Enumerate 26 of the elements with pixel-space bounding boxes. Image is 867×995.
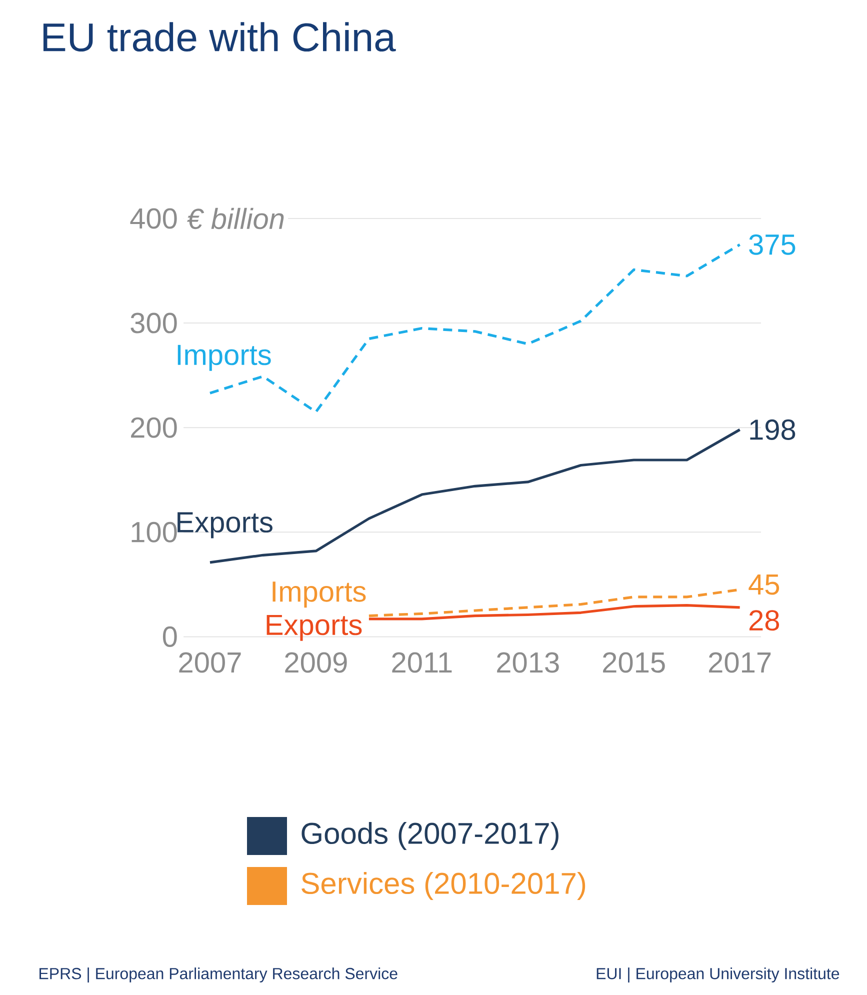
series-label: Imports bbox=[272, 582, 366, 608]
y-tick-label: 400 bbox=[130, 208, 177, 229]
x-tick-label: 2015 bbox=[603, 652, 665, 673]
x-tick-label: 2009 bbox=[285, 652, 347, 673]
text: EUI | European University Institute bbox=[596, 968, 840, 982]
x-tick-label: 2013 bbox=[497, 652, 559, 673]
series-label: Exports bbox=[178, 512, 272, 538]
y-tick-label: 300 bbox=[130, 312, 177, 334]
y-axis-title: € billion bbox=[186, 208, 284, 230]
x-tick-label: 2007 bbox=[179, 652, 241, 673]
data-label: 45 bbox=[748, 574, 780, 595]
data-label: 198 bbox=[750, 419, 796, 440]
data-label: 28 bbox=[749, 610, 780, 631]
text: EPRS | European Parliamentary Research Service bbox=[40, 968, 398, 982]
series-label: Imports bbox=[178, 344, 271, 371]
text: Goods (2007-2017) bbox=[302, 822, 558, 850]
y-tick-label: 0 bbox=[162, 626, 177, 647]
x-tick-label: 2011 bbox=[392, 652, 452, 673]
y-tick-label: 200 bbox=[131, 417, 177, 438]
y-tick-label: 100 bbox=[132, 522, 177, 542]
text: Services (2010-2017) bbox=[302, 872, 586, 900]
x-tick-label: 2017 bbox=[709, 652, 771, 673]
data-label: 375 bbox=[749, 234, 796, 255]
line-series bbox=[368, 604, 742, 620]
chart-title: EU trade with China bbox=[43, 22, 396, 52]
series-label: Exports bbox=[266, 614, 362, 641]
